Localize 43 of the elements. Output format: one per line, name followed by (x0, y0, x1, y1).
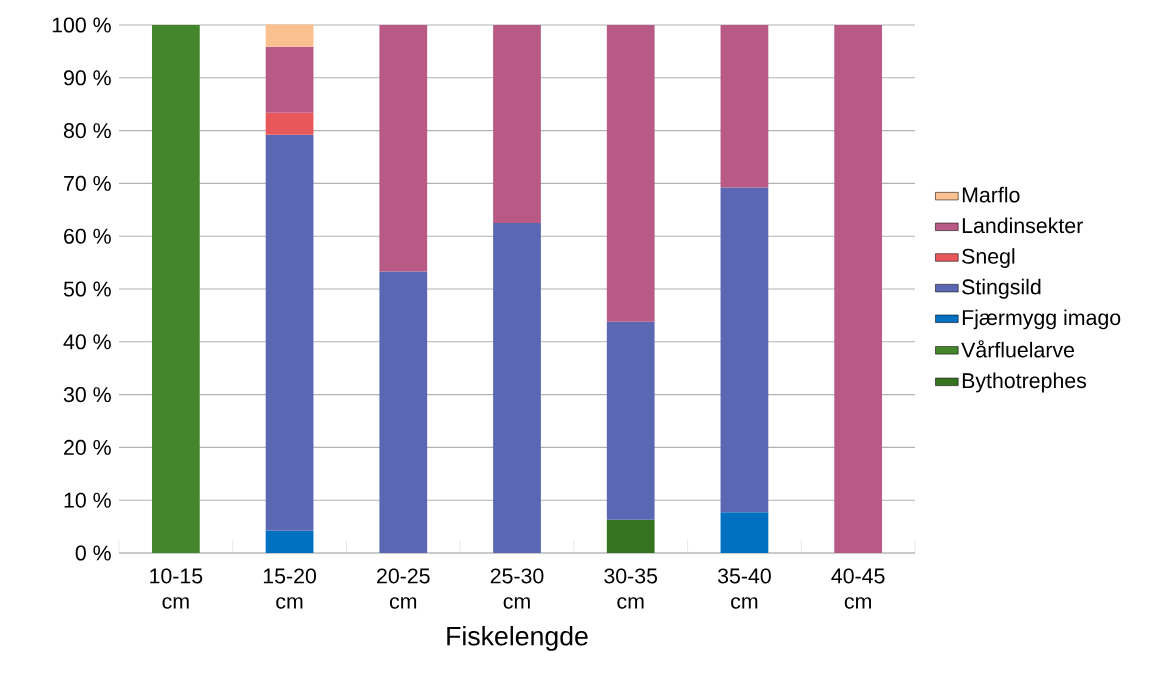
y-tick-label: 30 % (63, 387, 111, 403)
legend-label: Vårfluelarve (961, 340, 1075, 358)
x-tick-label: 25-30 cm (490, 568, 544, 609)
y-tick-label: 80 % (63, 123, 111, 139)
x-axis-title: Fiskelengde (447, 625, 588, 651)
bar (720, 187, 769, 513)
bar (265, 530, 314, 553)
legend-label: Fjærmygg imago (962, 309, 1121, 330)
bar (151, 25, 200, 553)
legend-label: Landinsekter (962, 217, 1083, 234)
y-tick-label: 20 % (64, 439, 111, 455)
legend-label: Marflo (962, 186, 1020, 203)
bar (834, 25, 883, 553)
x-tick-label: 10-15 cm (150, 568, 203, 609)
x-tick-label: 20-25 cm (377, 568, 430, 609)
y-tick-label: 50 % (63, 281, 111, 297)
bar (606, 519, 655, 553)
bar (493, 223, 541, 553)
x-tick-label: 40-45 cm (831, 568, 885, 609)
bar (265, 46, 314, 113)
bar (720, 512, 769, 553)
x-tick-label: 30-35 cm (604, 568, 658, 609)
bar (379, 271, 428, 553)
bar (265, 134, 314, 531)
bar (493, 25, 541, 223)
legend-label: Snegl (962, 248, 1015, 269)
bar (720, 25, 769, 188)
legend-label: Stingsild (962, 278, 1041, 299)
y-tick-label: 10 % (64, 492, 111, 508)
x-tick-label: 15-20 cm (263, 568, 316, 609)
bar (606, 25, 655, 322)
bar (265, 24, 314, 47)
y-tick-label: 100 % (52, 17, 111, 33)
y-tick-label: 40 % (63, 334, 111, 350)
y-tick-label: 60 % (64, 228, 111, 244)
y-tick-label: 70 % (64, 175, 111, 191)
bar (265, 112, 314, 135)
bar (606, 321, 655, 520)
bar (379, 25, 428, 272)
legend-label: Bythotrephes (962, 372, 1087, 393)
x-tick-label: 35-40 cm (717, 568, 771, 609)
y-tick-label: 0 % (75, 545, 111, 561)
y-tick-label: 90 % (64, 70, 111, 86)
